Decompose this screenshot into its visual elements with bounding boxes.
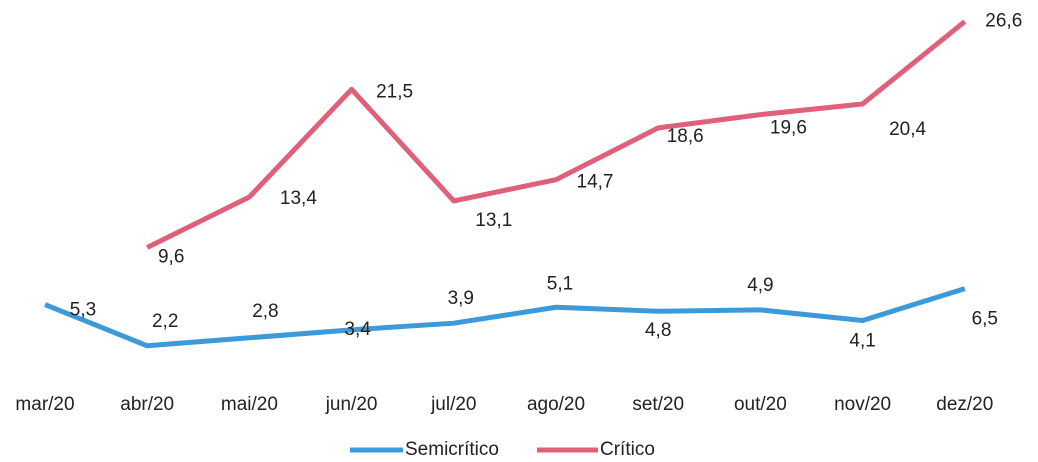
data-label: 20,4	[889, 119, 926, 140]
data-label: 2,8	[252, 301, 278, 322]
x-tick-label: abr/20	[120, 394, 174, 415]
x-tick-label: jul/20	[430, 394, 476, 415]
data-label: 18,6	[667, 126, 704, 147]
series-line	[146, 19, 967, 250]
data-label: 5,1	[547, 273, 573, 294]
data-label: 13,1	[475, 210, 512, 231]
data-label: 6,5	[972, 309, 998, 330]
x-tick-label: mar/20	[15, 394, 74, 415]
data-label: 3,9	[448, 288, 474, 309]
x-tick-label: nov/20	[834, 394, 891, 415]
x-tick-label: dez/20	[936, 394, 993, 415]
data-label: 4,8	[645, 320, 671, 341]
x-tick-label: mai/20	[221, 394, 278, 415]
data-label: 3,4	[344, 319, 371, 340]
data-label: 21,5	[376, 81, 413, 102]
data-label: 2,2	[152, 311, 178, 332]
legend-label: Crítico	[600, 439, 655, 460]
x-tick-label: jun/20	[325, 394, 378, 415]
data-label: 4,1	[849, 331, 875, 352]
x-tick-label: out/20	[734, 394, 787, 415]
data-label: 9,6	[158, 246, 184, 267]
x-tick-label: ago/20	[527, 394, 585, 415]
data-label: 19,6	[770, 118, 807, 139]
data-label: 5,3	[70, 300, 96, 321]
data-label: 4,9	[747, 275, 773, 296]
data-label: 14,7	[577, 172, 614, 193]
series-line	[44, 286, 966, 349]
data-label: 13,4	[280, 188, 317, 209]
data-label: 26,6	[985, 11, 1022, 32]
legend-label: Semicrítico	[405, 439, 499, 460]
x-tick-label: set/20	[632, 394, 684, 415]
